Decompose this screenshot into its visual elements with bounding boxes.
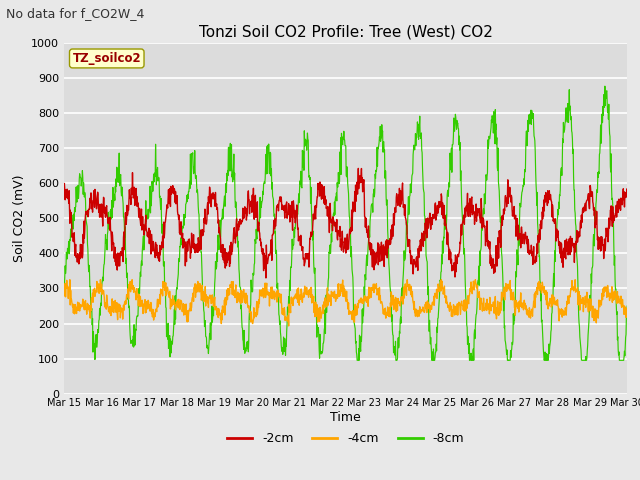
Y-axis label: Soil CO2 (mV): Soil CO2 (mV) (13, 175, 26, 262)
Text: No data for f_CO2W_4: No data for f_CO2W_4 (6, 7, 145, 20)
Text: TZ_soilco2: TZ_soilco2 (72, 52, 141, 65)
Legend: -2cm, -4cm, -8cm: -2cm, -4cm, -8cm (222, 427, 469, 450)
X-axis label: Time: Time (330, 411, 361, 424)
Title: Tonzi Soil CO2 Profile: Tree (West) CO2: Tonzi Soil CO2 Profile: Tree (West) CO2 (198, 24, 493, 39)
